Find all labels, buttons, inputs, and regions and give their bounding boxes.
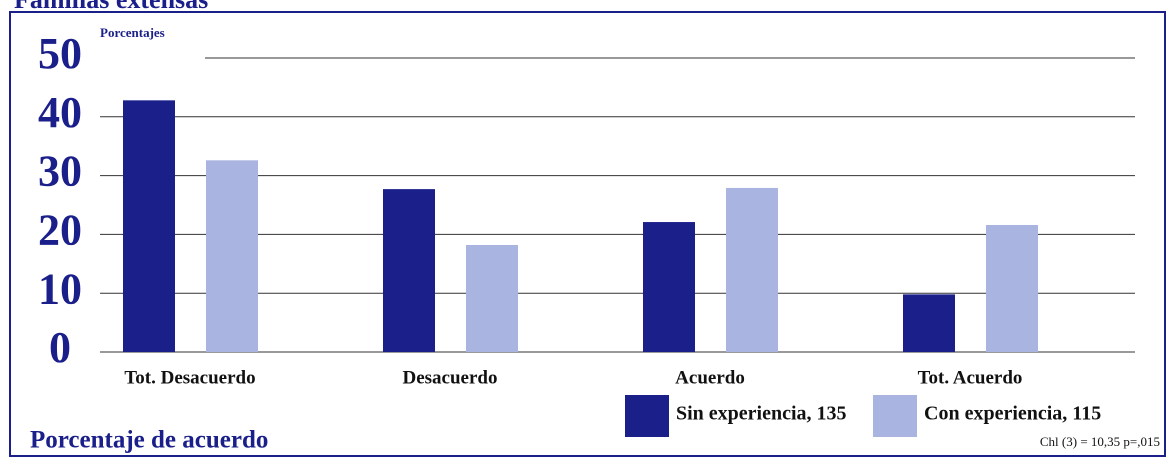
bar [643,222,695,352]
x-tick-label: Acuerdo [675,367,745,388]
legend-label: Sin experiencia, 135 [676,403,847,425]
y-tick-label: 30 [38,147,82,196]
x-tick-label: Desacuerdo [403,367,498,388]
y-tick-label: 0 [49,323,71,372]
bar [123,100,175,352]
annotation: Chl (3) = 10,35 p=,015 [1040,434,1160,449]
legend-label: Con experiencia, 115 [924,403,1101,425]
bar [726,187,778,352]
bar [986,224,1038,352]
y-tick-label: 10 [38,264,82,313]
legend-swatch [625,395,669,437]
x-tick-label: Tot. Desacuerdo [124,367,255,388]
y-tick-label: 20 [38,205,82,254]
bar [206,160,258,352]
bar [466,244,518,352]
y-axis-label: Porcentajes [100,25,165,40]
y-tick-label: 40 [38,88,82,137]
x-axis-label: Porcentaje de acuerdo [30,427,268,454]
legend-swatch [873,395,917,437]
y-tick-label: 50 [38,29,82,78]
chart-title: Familias extensas [14,0,208,14]
bar [903,294,955,352]
bar [383,189,435,352]
frame [9,11,1166,457]
x-tick-label: Tot. Acuerdo [918,367,1023,388]
